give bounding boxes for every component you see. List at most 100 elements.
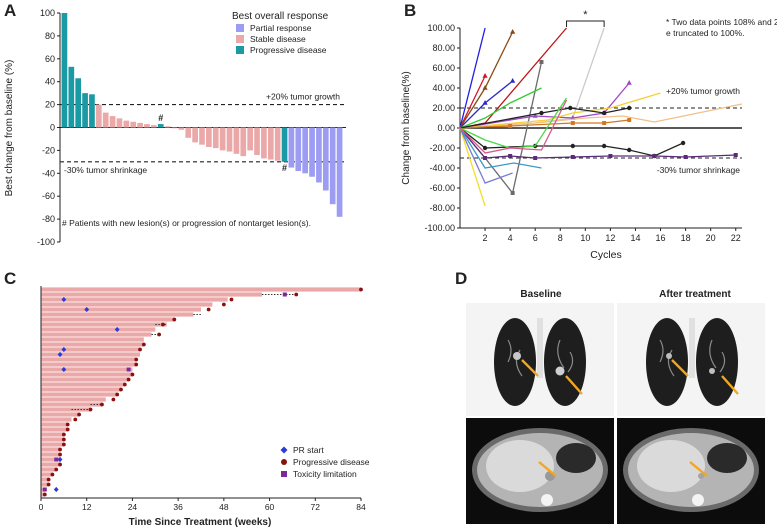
panel-b-y-tick-label: 40.00	[432, 83, 455, 93]
panel-c-x-axis-label: Time Since Treatment (weeks)	[129, 517, 272, 528]
panel-c-toxicity-marker	[42, 487, 47, 492]
panel-c-legend-pr-icon	[280, 446, 288, 454]
panel-a-bar	[164, 126, 171, 128]
panel-b-x-tick-label: 10	[580, 233, 590, 243]
panel-a-bar	[295, 127, 302, 172]
panel-c-progression-marker	[157, 332, 161, 337]
arrow-icon	[721, 375, 739, 395]
panel-a-y-tick-label: 40	[45, 77, 55, 87]
panel-c-x-tick-label: 72	[311, 502, 321, 512]
panel-c-progression-marker	[359, 287, 363, 292]
panel-b-point	[680, 140, 686, 146]
panel-b-x-tick-label: 6	[533, 233, 538, 243]
panel-c-bar	[41, 382, 125, 387]
panel-c-bar	[41, 397, 106, 402]
panel-c-legend-label: Toxicity limitation	[293, 469, 357, 479]
panel-a-bar	[226, 127, 233, 152]
panel-b-point	[510, 29, 516, 34]
panel-a-bar	[288, 127, 295, 168]
panel-b-series-line	[459, 31, 514, 129]
panel-c-progression-marker	[46, 477, 51, 482]
panel-c-progression-marker	[73, 417, 78, 422]
panel-a-y-tick-label: 60	[45, 54, 55, 64]
panel-a-bar	[240, 127, 247, 157]
panel-a-hash-marks: ##	[158, 113, 287, 173]
panel-a-bar	[247, 127, 253, 151]
panel-b-series-line	[459, 27, 486, 129]
panel-b-point	[482, 100, 488, 105]
panel-c-pr-marker	[61, 366, 67, 373]
arrow-icon	[538, 461, 557, 477]
panel-label-c: C	[4, 269, 16, 288]
panel-b-series-line	[459, 103, 743, 129]
panel-c-events	[42, 287, 363, 497]
panel-c-bar	[41, 402, 102, 407]
panel-c-legend-pd-icon	[281, 459, 287, 465]
panel-c-legend-label: PR start	[293, 445, 324, 455]
panel-c-bar	[41, 352, 141, 357]
panel-b-x-tick-label: 8	[558, 233, 563, 243]
panel-a-bar	[82, 93, 88, 128]
panel-c-x-tick-label: 0	[39, 502, 44, 512]
panel-c-bar	[41, 387, 121, 392]
panel-c-bar	[41, 367, 133, 372]
panel-b-y-tick-label: -60.00	[429, 183, 455, 193]
panel-b-series-line	[459, 127, 513, 184]
panel-a-footnote: # Patients with new lesion(s) or progres…	[62, 218, 311, 228]
panel-a-legend-swatch	[236, 35, 244, 43]
arrow-icon	[689, 461, 708, 477]
panel-c-progression-marker	[161, 322, 165, 327]
panel-b-y-tick-label: -20.00	[429, 143, 455, 153]
panel-c-progression-marker	[111, 397, 116, 402]
panel-c-progression-marker	[58, 447, 62, 452]
panel-b-x-tick-label: 12	[605, 233, 615, 243]
panel-c-x-axis: 0 12 24 36 48 60 72 84	[39, 286, 366, 512]
panel-b-point	[601, 110, 607, 116]
ct-axial-after-image	[617, 418, 765, 524]
panel-a-y-tick-label: 20	[45, 100, 55, 110]
panel-a-hash-mark: #	[158, 113, 163, 123]
panel-a-bar	[157, 124, 164, 128]
panel-a-y-tick-label: -20	[42, 145, 55, 155]
panel-a-y-tick-label: -80	[42, 214, 55, 224]
panel-c-pr-marker	[53, 486, 59, 493]
panel-b-significance-star: *	[583, 9, 588, 21]
panel-c-toxicity-marker	[282, 292, 287, 297]
panel-a-bars	[61, 13, 343, 217]
panel-a-bar	[274, 127, 281, 161]
panel-b-y-tick-label: 60.00	[432, 63, 455, 73]
panel-b-y-tick-label: 80.00	[432, 43, 455, 53]
arrow-icon	[565, 375, 583, 395]
panel-c-progression-marker	[134, 362, 139, 367]
panel-b-point	[601, 143, 607, 149]
panel-b-point	[482, 145, 488, 151]
panel-b-point	[508, 154, 513, 158]
panel-c-bar	[41, 437, 64, 442]
panel-b-y-tick-label: -40.00	[429, 163, 455, 173]
panel-c-legend: PR start Progressive disease Toxicity limi…	[280, 445, 370, 479]
panel-a-bar	[61, 13, 68, 128]
panel-a-bar	[329, 127, 336, 205]
panel-c-progression-marker	[122, 382, 127, 387]
arrow-icon	[521, 359, 539, 377]
panel-c-progression-marker	[50, 472, 55, 477]
panel-c-progression-marker	[58, 462, 62, 467]
panel-b-point	[510, 191, 515, 195]
panel-b-spider-chart: Change from baseline(%) Cycles -100.00 -8…	[401, 9, 777, 261]
panel-b-series-line	[459, 127, 736, 159]
panel-b-bracket	[566, 20, 605, 27]
panel-b-point	[568, 105, 573, 111]
panel-b-point	[627, 105, 632, 111]
panel-a-bar	[233, 127, 240, 154]
panel-b-point	[733, 153, 738, 157]
panel-label-d: D	[455, 269, 467, 288]
panel-a-y-tick-label: -40	[42, 168, 55, 178]
panel-b-annotation-line2: e truncated to 100%.	[666, 28, 744, 38]
panel-a-bar	[316, 127, 322, 183]
panel-b-point	[533, 156, 538, 160]
panel-c-x-tick-label: 60	[265, 502, 275, 512]
panel-b-point	[508, 124, 513, 128]
panel-c-bar	[41, 332, 152, 337]
panel-b-x-tick-label: 14	[630, 233, 640, 243]
